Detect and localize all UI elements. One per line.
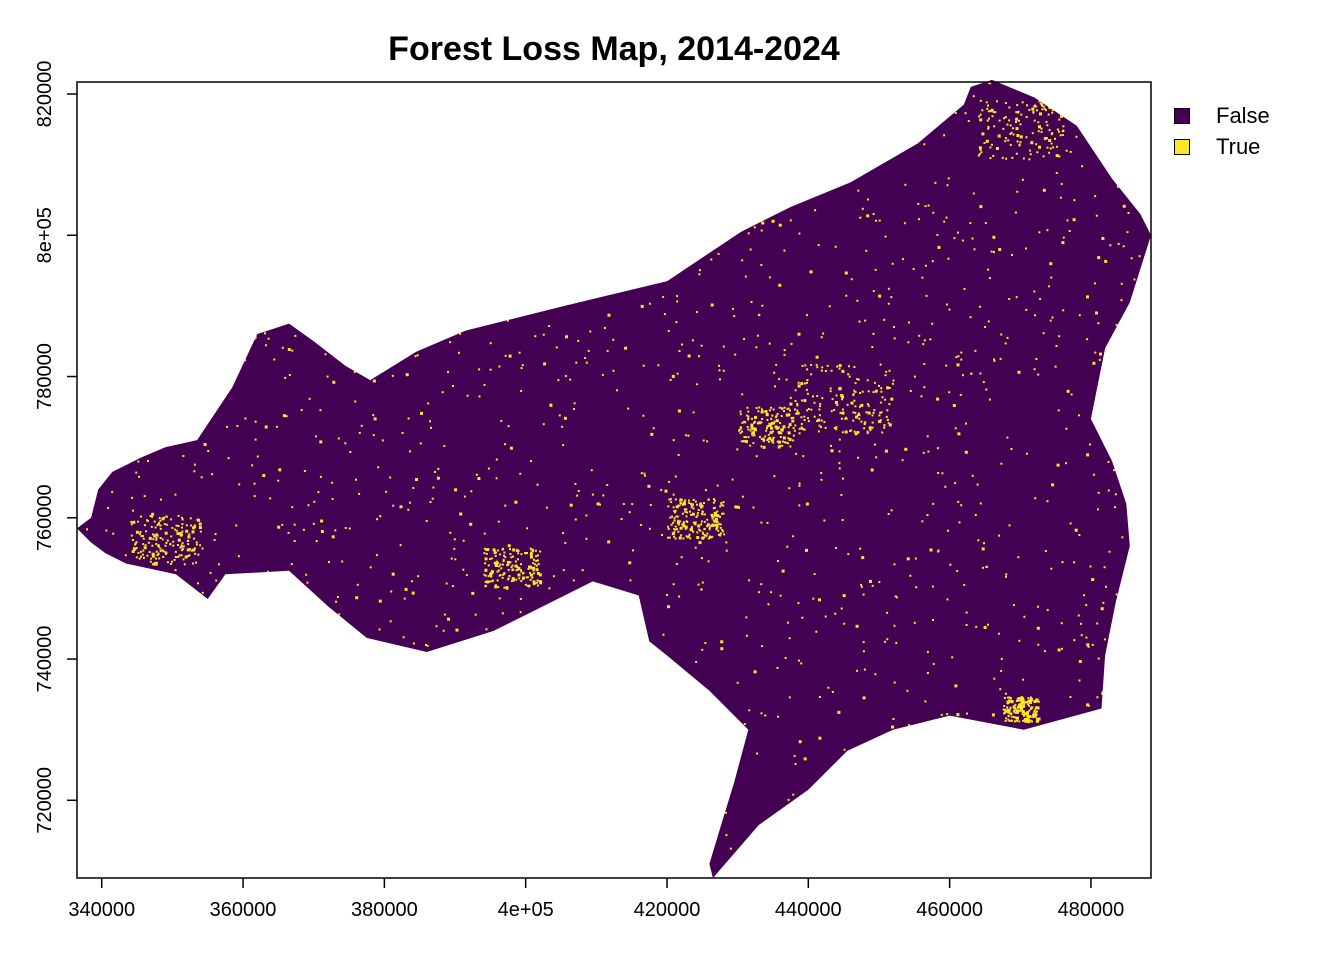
legend-item-false: False: [1174, 100, 1270, 131]
legend-swatch-true: [1174, 138, 1190, 155]
x-tick-label: 420000: [634, 899, 701, 921]
chart-title: Forest Loss Map, 2014-2024: [388, 30, 840, 68]
plot-frame: [76, 81, 1152, 879]
forest-raster: [77, 79, 1151, 878]
legend-label-true: True: [1216, 133, 1261, 159]
x-tick-label: 380000: [351, 899, 418, 921]
x-tick-label: 360000: [210, 899, 277, 921]
x-tick-label: 340000: [68, 899, 135, 921]
x-tick-label: 440000: [775, 899, 842, 921]
forest-region: [77, 79, 1151, 878]
x-tick-label: 460000: [916, 899, 983, 921]
x-axis: 340000 360000 380000 4e+05 420000 440000 46000…: [68, 878, 1124, 921]
y-axis: 720000 740000 760000 780000 8e+05 820000: [34, 61, 77, 834]
legend-item-true: True: [1174, 131, 1270, 162]
legend: False True: [1174, 100, 1270, 162]
y-tick-label: 820000: [34, 61, 56, 128]
legend-label-false: False: [1216, 102, 1270, 128]
y-tick-label: 720000: [34, 767, 56, 834]
y-tick-label: 760000: [34, 484, 56, 551]
y-tick-label: 740000: [34, 626, 56, 693]
x-tick-label: 480000: [1058, 899, 1125, 921]
x-tick-label: 4e+05: [498, 899, 554, 921]
y-tick-label: 8e+05: [34, 207, 56, 263]
y-tick-label: 780000: [34, 343, 56, 410]
legend-swatch-false: [1174, 107, 1190, 124]
